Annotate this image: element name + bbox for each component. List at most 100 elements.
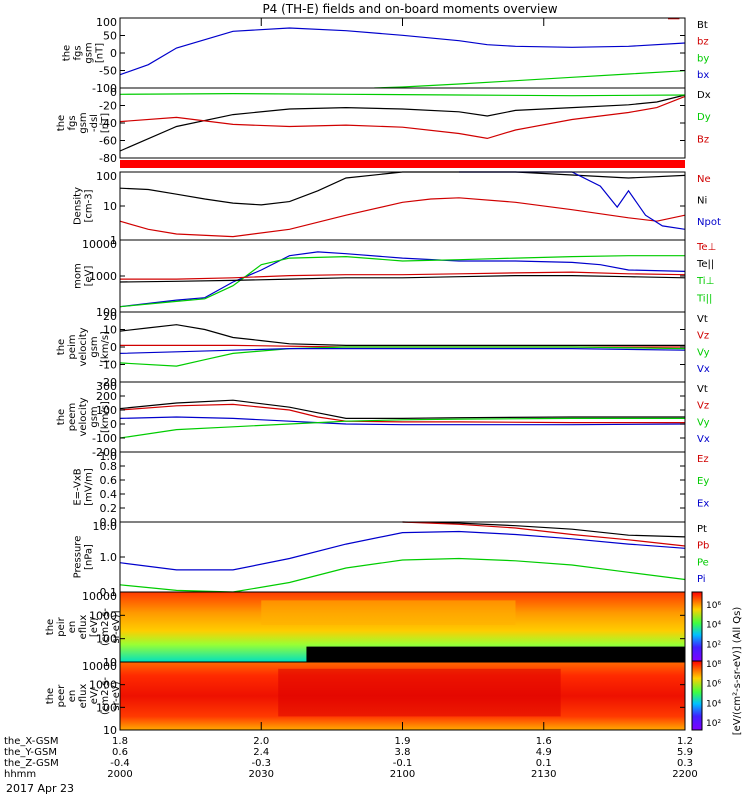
- series-mom_temp-Te||: [119, 275, 686, 283]
- series-mom_temp-Ti||: [119, 255, 685, 308]
- colorbar-tick: 10⁸: [706, 660, 721, 670]
- y-axis-label: the: [45, 619, 56, 635]
- x-axis-value: 2130: [531, 769, 556, 780]
- y-tick-label: 10000: [82, 660, 117, 673]
- heatmap-high-energy-band: [261, 600, 516, 625]
- y-tick-label: 100: [96, 633, 117, 646]
- legend-entry: Ex: [697, 498, 709, 509]
- y-axis-label: peim: [67, 334, 78, 359]
- series-peim_velocity-Vt: [119, 324, 685, 346]
- y-tick-label: -20: [99, 376, 117, 389]
- legend-entry: Vt: [697, 314, 708, 325]
- y-tick-label: 100: [96, 16, 117, 29]
- colorbar-tick: 10⁴: [706, 699, 721, 709]
- y-axis-label: peer: [56, 684, 67, 708]
- y-tick-label: -100: [92, 432, 117, 445]
- y-axis-label: velocity: [78, 327, 89, 366]
- colorbar-top: [691, 591, 703, 662]
- y-tick-label: 0: [110, 418, 117, 431]
- y-tick-label: 10: [103, 200, 117, 213]
- y-axis-label: -dsl: [89, 114, 100, 132]
- y-tick-label: -20: [99, 100, 117, 113]
- x-axis-value: 0.3: [677, 758, 693, 769]
- y-tick-label: -50: [99, 65, 117, 78]
- y-tick-label: -200: [92, 446, 117, 459]
- legend-entry: Vx: [697, 364, 710, 375]
- series-peim_velocity-Vx: [119, 348, 686, 354]
- y-axis-label: mom: [73, 263, 84, 289]
- y-tick-label: 0.6: [100, 474, 118, 487]
- legend-entry: Te⊥: [696, 242, 716, 253]
- legend-entry: Vz: [697, 401, 709, 412]
- y-axis-label: [nPa]: [84, 544, 95, 570]
- x-axis-value: 1.2: [677, 736, 693, 747]
- legend-entry: Ni: [697, 196, 707, 207]
- y-axis-label: gsm: [78, 112, 89, 133]
- x-axis-value: 4.9: [536, 747, 552, 758]
- legend-entry: Npot: [697, 217, 721, 228]
- colorbar-tick: 10²: [706, 719, 721, 729]
- legend-entry: Ey: [697, 476, 709, 487]
- x-axis-row-name: the_Y-GSM: [4, 747, 57, 758]
- series-peem_velocity-Vx: [119, 416, 686, 426]
- colorbar-tick: 10⁶: [706, 601, 721, 611]
- y-axis-label: [mV/m]: [84, 468, 95, 506]
- legend-entry: Vt: [697, 384, 708, 395]
- series-fgs_gsm_dsl-Bz: [119, 95, 686, 140]
- series-pressure-Pt: [402, 521, 686, 538]
- series-peem_velocity-Vz: [119, 403, 685, 424]
- legend-entry: Ez: [697, 454, 709, 465]
- divider-band: [120, 160, 685, 168]
- x-axis-value: 2030: [249, 769, 274, 780]
- legend-entry: Vy: [697, 347, 710, 358]
- y-axis-label: the: [56, 409, 67, 425]
- panel-bg-density: [120, 172, 685, 240]
- x-axis-value: 0.1: [536, 758, 552, 769]
- y-axis-label: gsm: [89, 336, 100, 357]
- y-axis-label: eflux: [78, 684, 89, 709]
- x-axis-value: -0.3: [251, 758, 271, 769]
- y-axis-label: eV/: [89, 687, 100, 704]
- y-tick-label: 1: [110, 234, 117, 247]
- y-tick-label: 100: [96, 701, 117, 714]
- y-tick-label: 20: [103, 310, 117, 323]
- y-axis-label: [km/s]: [100, 401, 111, 433]
- series-pressure-Pb: [119, 530, 686, 571]
- legend-entry: by: [697, 53, 709, 64]
- y-axis-label: the: [45, 688, 56, 704]
- y-axis-label: [eV]: [84, 266, 95, 287]
- y-axis-label: E=-VxB: [73, 468, 84, 505]
- series-fgs_gsm_dsl-Dx: [119, 94, 686, 152]
- x-axis-value: 2100: [390, 769, 415, 780]
- y-tick-label: 1000: [89, 609, 117, 622]
- y-tick-label: -40: [99, 117, 117, 130]
- y-tick-label: 0: [110, 86, 117, 99]
- x-axis-value: 1.8: [112, 736, 128, 747]
- series-fgs_gsm_dsl-Dy: [119, 92, 686, 97]
- legend-entry: bz: [697, 37, 709, 48]
- legend-entry: Dx: [697, 90, 711, 101]
- x-axis-value: 3.8: [395, 747, 411, 758]
- legend-entry: Ti||: [696, 293, 712, 304]
- y-tick-label: 0: [110, 341, 117, 354]
- legend-entry: Ti⊥: [696, 276, 714, 287]
- date-label: 2017 Apr 23: [6, 782, 75, 795]
- x-axis-value: 5.9: [677, 747, 693, 758]
- y-axis-label: [nT]: [100, 113, 111, 133]
- panel-bg-fgs_gsm_dsl: [120, 88, 685, 158]
- y-axis-label: [nT]: [95, 43, 106, 63]
- y-tick-label: 10: [103, 656, 117, 669]
- legend-entry: Dy: [697, 112, 711, 123]
- y-axis-label: gsm: [84, 42, 95, 63]
- y-tick-label: 50: [103, 30, 117, 43]
- y-tick-label: 10.0: [93, 520, 118, 533]
- series-mom_temp-Ti⊥: [119, 251, 686, 308]
- panel-bg-fgs_gsm: [120, 18, 685, 88]
- y-axis-label: Pressure: [73, 536, 84, 579]
- y-axis-label: velocity: [78, 397, 89, 436]
- y-tick-label: 1.0: [100, 450, 118, 463]
- series-mom_temp-Te⊥: [120, 271, 686, 280]
- legend-entry: Te||: [696, 259, 714, 270]
